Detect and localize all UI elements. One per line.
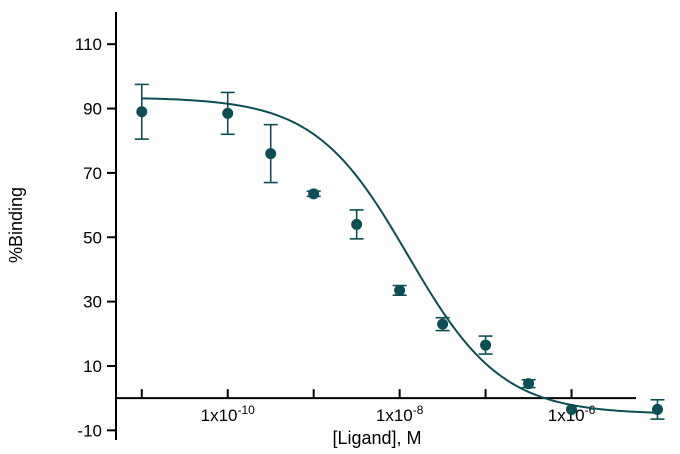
data-point (308, 188, 320, 200)
y-tick-label: 90 (83, 100, 102, 119)
x-tick-label: 1x10-10 (201, 403, 256, 425)
data-points-layer (134, 83, 665, 420)
y-axis-title: %Binding (6, 187, 26, 263)
data-point (222, 107, 234, 119)
y-tick-label: -10 (77, 421, 102, 440)
data-point (394, 284, 406, 296)
data-point (566, 403, 578, 415)
y-tick-label: 70 (83, 164, 102, 183)
x-tick-label: 1x10-8 (376, 403, 424, 425)
y-tick-label: 30 (83, 293, 102, 312)
data-point (136, 106, 148, 118)
data-point (351, 218, 363, 230)
x-axis-title: [Ligand], M (332, 428, 421, 448)
data-point (480, 339, 492, 351)
y-tick-label: 110 (75, 35, 102, 54)
fit-curve-layer (141, 97, 658, 414)
data-point (523, 378, 535, 390)
y-tick-label: 10 (83, 357, 102, 376)
data-point (437, 318, 449, 330)
data-point (265, 148, 277, 160)
data-point (651, 403, 663, 415)
y-tick-label: 50 (83, 228, 102, 247)
fit-curve (141, 97, 658, 414)
